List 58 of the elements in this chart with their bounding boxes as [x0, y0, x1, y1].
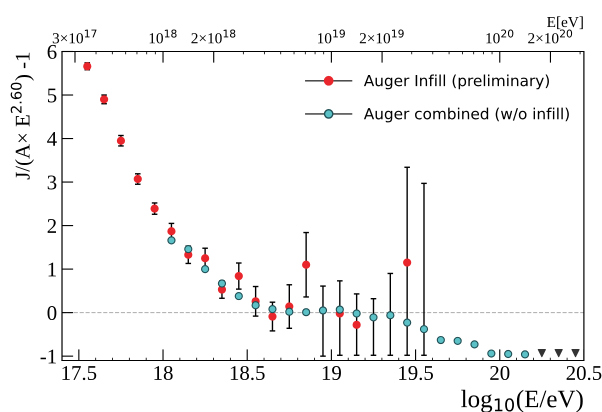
point: [403, 318, 412, 327]
y-tick-label: 2: [48, 219, 56, 233]
y-tick-label: 1: [48, 262, 56, 276]
point: [403, 258, 412, 267]
x-tick-label: 19.5: [399, 366, 433, 380]
y-tick-label: 0: [48, 306, 56, 320]
x2-tick-label: 2×10$^{19}$: [360, 29, 404, 44]
point: [302, 260, 310, 269]
x2-tick-label: 10$^{18}$: [150, 29, 177, 44]
point: [150, 204, 159, 213]
x2-tick-label: 3×10$^{17}$: [52, 30, 96, 44]
y-tick-label: 3: [48, 175, 56, 190]
y-tick-label: 5: [48, 88, 56, 102]
y-tick-label: -1: [40, 350, 56, 364]
point: [369, 313, 378, 322]
point: [571, 349, 580, 358]
legend-label: Auger Infill (preliminary): [364, 74, 549, 90]
x2-tick-label: 10$^{19}$: [318, 29, 345, 44]
legend-label: Auger combined (w/o infill): [364, 108, 569, 122]
y-tick-label: 6: [48, 44, 57, 59]
point: [252, 301, 260, 310]
point: [504, 350, 512, 358]
point: [538, 349, 546, 358]
point: [336, 305, 344, 314]
y-axis-title: J/(A× E$^{2.60}$) -1: [10, 52, 34, 180]
point: [167, 227, 176, 236]
point: [167, 236, 176, 244]
point: [554, 349, 563, 358]
x2-axis-title: E[eV]: [547, 16, 583, 30]
point: [302, 308, 310, 316]
x-tick-label: 19: [322, 366, 341, 380]
x-tick-label: 17.5: [62, 366, 96, 380]
point: [386, 311, 394, 320]
x-tick-label: 20.5: [566, 366, 602, 380]
x-tick-label: 20: [490, 366, 510, 380]
point: [268, 305, 277, 314]
y-tick-label: 4: [47, 132, 57, 146]
point: [201, 254, 210, 262]
point: [454, 336, 462, 346]
point: [201, 265, 210, 274]
point: [520, 350, 530, 359]
point: [470, 340, 479, 348]
x-tick-label: 18.5: [230, 366, 265, 380]
point: [487, 349, 496, 358]
point: [352, 309, 361, 318]
point: [234, 272, 243, 280]
x-tick-label: 18: [154, 366, 173, 380]
point: [318, 306, 328, 315]
x2-tick-label: 2×10$^{20}$: [528, 29, 572, 44]
point: [234, 292, 243, 300]
x2-tick-label: 2×10$^{18}$: [191, 29, 236, 44]
point: [285, 308, 294, 316]
point: [268, 312, 277, 321]
point: [436, 336, 445, 344]
x2-tick-label: 10$^{20}$: [486, 29, 514, 44]
point: [352, 320, 361, 329]
point: [420, 325, 428, 334]
point: [116, 136, 126, 145]
